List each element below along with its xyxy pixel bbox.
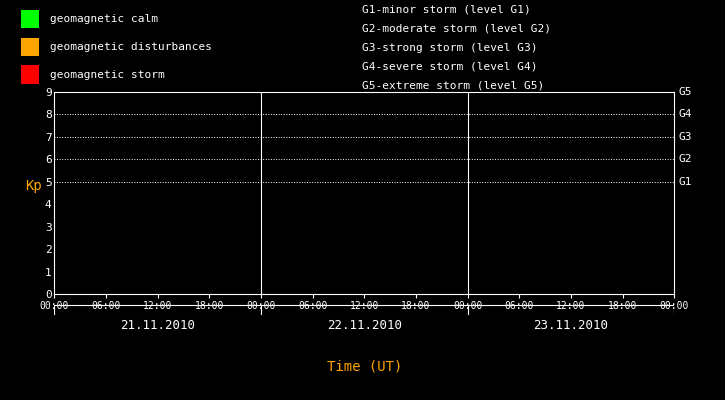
Text: G2: G2 — [679, 154, 692, 164]
Text: 21.11.2010: 21.11.2010 — [120, 319, 195, 332]
Bar — [22, 38, 39, 56]
Text: G4-severe storm (level G4): G4-severe storm (level G4) — [362, 62, 538, 72]
Bar — [22, 65, 39, 84]
Text: G5-extreme storm (level G5): G5-extreme storm (level G5) — [362, 80, 544, 90]
Text: 22.11.2010: 22.11.2010 — [327, 319, 402, 332]
Text: geomagnetic calm: geomagnetic calm — [50, 14, 158, 24]
Bar — [22, 10, 39, 28]
Y-axis label: Kp: Kp — [25, 179, 42, 193]
Text: G1-minor storm (level G1): G1-minor storm (level G1) — [362, 5, 531, 15]
Text: G3: G3 — [679, 132, 692, 142]
Text: G2-moderate storm (level G2): G2-moderate storm (level G2) — [362, 24, 552, 34]
Text: G1: G1 — [679, 177, 692, 187]
Text: geomagnetic disturbances: geomagnetic disturbances — [50, 42, 212, 52]
Text: G4: G4 — [679, 110, 692, 120]
Text: 23.11.2010: 23.11.2010 — [534, 319, 608, 332]
Text: G5: G5 — [679, 87, 692, 97]
Text: geomagnetic storm: geomagnetic storm — [50, 70, 165, 80]
Text: Time (UT): Time (UT) — [327, 359, 402, 373]
Text: G3-strong storm (level G3): G3-strong storm (level G3) — [362, 43, 538, 53]
